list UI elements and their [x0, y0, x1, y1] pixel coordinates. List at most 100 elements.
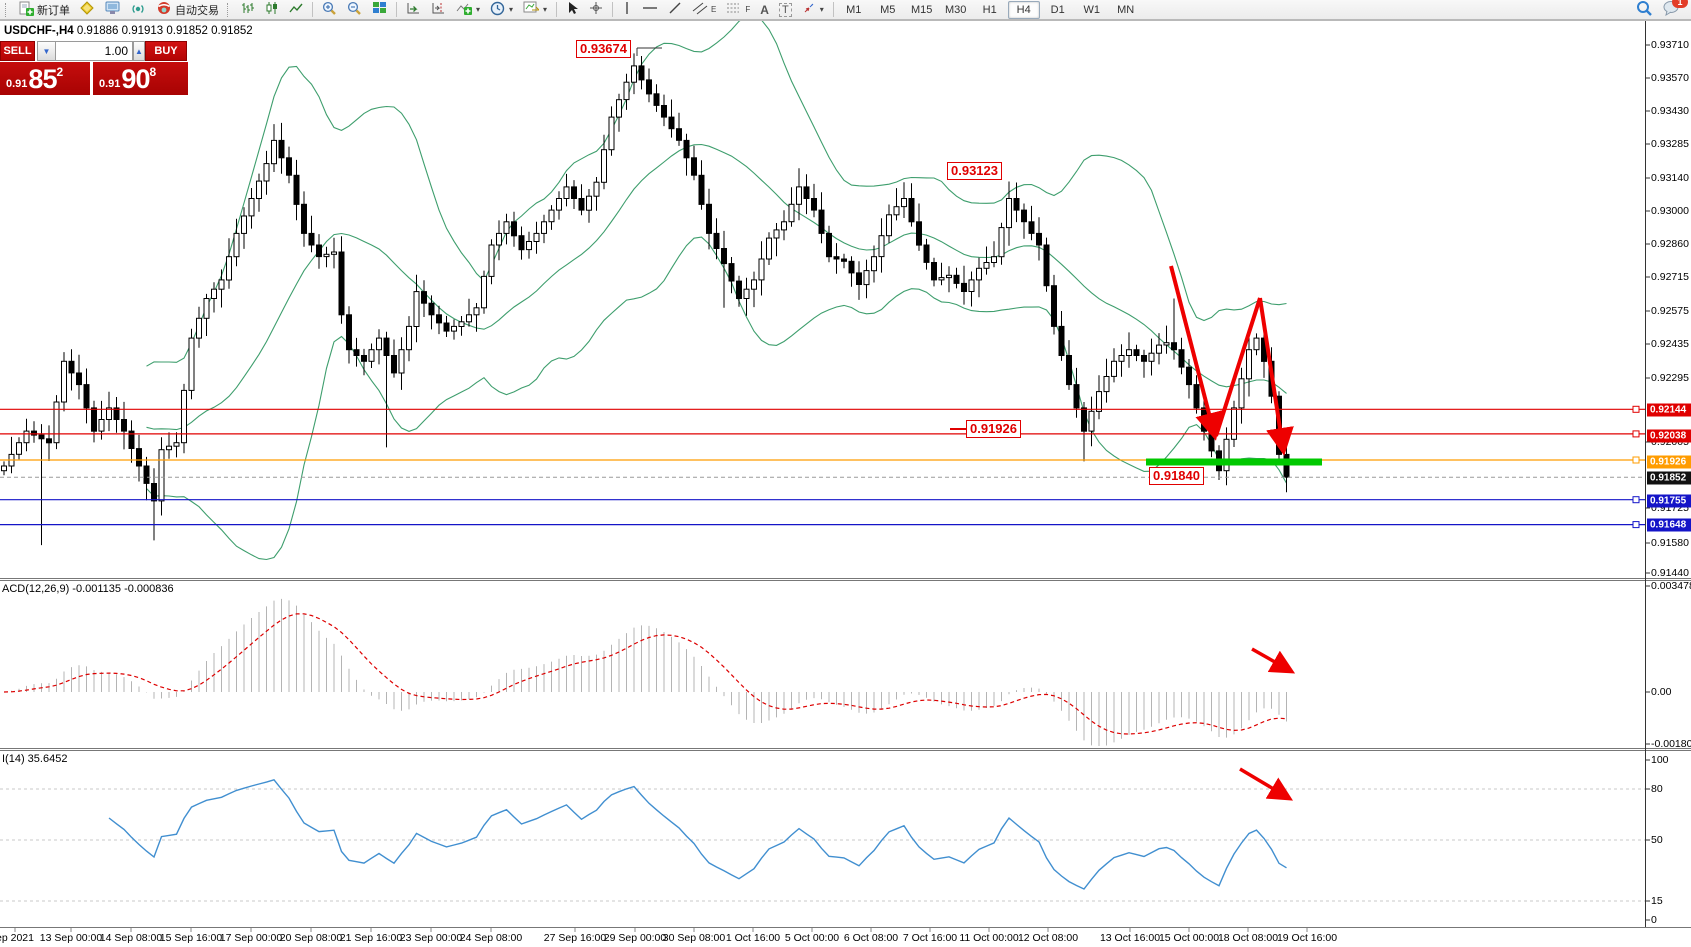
signal-button[interactable]: [126, 0, 151, 20]
chart-header: USDCHF-,H4 0.91886 0.91913 0.91852 0.918…: [4, 25, 253, 37]
tile-windows-button[interactable]: [367, 0, 392, 20]
timeframe-M30[interactable]: M30: [945, 3, 967, 16]
ohlc-values: 0.91886 0.91913 0.91852 0.91852: [76, 25, 253, 37]
candlestick-chart-icon: [265, 1, 279, 18]
indicator-tick-label: 80: [1651, 783, 1663, 795]
chart-shift-button[interactable]: [426, 0, 451, 20]
equidistant-channel-tool[interactable]: E: [687, 0, 721, 20]
bar-chart-icon: [241, 1, 255, 18]
search-icon[interactable]: [1636, 0, 1653, 20]
text-tool[interactable]: A: [755, 0, 774, 20]
timeframe-H4[interactable]: H4: [1007, 0, 1040, 19]
price-tick-label: 0.93285: [1651, 138, 1689, 150]
sell-price-big: 85: [28, 64, 57, 94]
indicators-button[interactable]: [451, 0, 485, 20]
arrows-tool[interactable]: [797, 0, 829, 20]
chevron-down-icon[interactable]: [820, 5, 824, 14]
cursor-tool-button[interactable]: [561, 0, 584, 20]
price-tick-label: 0.93140: [1651, 172, 1689, 184]
time-tick-label: 27 Sep 16:00: [543, 932, 607, 944]
indicator-tick-label: -0.001804: [1651, 738, 1691, 750]
candlestick-chart-button[interactable]: [260, 0, 284, 20]
sell-price-small: 0.91: [6, 78, 28, 90]
chevron-down-icon[interactable]: [543, 5, 547, 14]
time-tick-label: 13 Oct 16:00: [1099, 932, 1161, 944]
timeframe-W1[interactable]: W1: [1083, 3, 1100, 16]
indicator-tick-label: 0.003478: [1651, 580, 1691, 592]
annotation-high-0-93674[interactable]: 0.93674: [576, 40, 631, 58]
annotation-low-0-91840[interactable]: 0.91840: [1149, 467, 1204, 485]
timeframe-MN[interactable]: MN: [1117, 3, 1135, 16]
buy-button[interactable]: BUY: [145, 41, 187, 61]
timeframe-H1[interactable]: H1: [982, 3, 997, 16]
periods-button[interactable]: [485, 0, 518, 20]
templates-icon: [523, 1, 541, 18]
price-tick-label: 0.93710: [1651, 39, 1689, 51]
time-tick-label: 18 Oct 08:00: [1217, 932, 1279, 944]
text-label-icon: T: [778, 2, 792, 17]
fibonacci-icon: [726, 1, 742, 18]
indicator-tick-label: 0: [1651, 914, 1657, 926]
symbol-period: USDCHF-,H4: [4, 25, 74, 37]
crosshair-icon: [589, 1, 603, 18]
sell-price-display[interactable]: 0.91 85 2: [0, 62, 90, 95]
indicator-tick-label: 0.00: [1651, 686, 1672, 698]
indicators-icon: [456, 1, 472, 18]
volume-input[interactable]: 1.00: [56, 41, 133, 61]
time-tick-label: 21 Sep 16:00: [339, 932, 403, 944]
fibonacci-tool[interactable]: F: [721, 0, 755, 20]
price-tick-label: 0.93430: [1651, 105, 1689, 117]
notifications-button[interactable]: 1: [1663, 0, 1688, 19]
autotrading-button[interactable]: 自动交易: [151, 0, 224, 20]
trendline-tool[interactable]: [663, 0, 687, 20]
chevron-up-icon: ▲: [135, 46, 143, 56]
zoom-in-button[interactable]: [317, 0, 342, 20]
sell-button[interactable]: SELL: [0, 41, 35, 61]
new-order-icon: [19, 1, 34, 19]
indicator-tick-label: 15: [1651, 895, 1663, 907]
time-axis[interactable]: [0, 928, 1691, 947]
horizontal-line-tool[interactable]: [637, 0, 663, 20]
volume-increase-button[interactable]: ▲: [133, 41, 145, 61]
timeframe-M15[interactable]: M15: [911, 3, 933, 16]
zoom-out-button[interactable]: [342, 0, 367, 20]
crosshair-tool-button[interactable]: [584, 0, 608, 20]
data-window-button[interactable]: [100, 0, 126, 20]
time-tick-label: ep 2021: [0, 932, 34, 944]
price-tick-label: 0.93000: [1651, 205, 1689, 217]
chevron-down-icon: ▼: [42, 46, 51, 56]
buy-price-display[interactable]: 0.91 90 8: [93, 62, 188, 95]
timeframe-M5[interactable]: M5: [880, 3, 896, 16]
auto-scroll-icon: [406, 1, 421, 18]
price-badge: 0.91852: [1647, 471, 1691, 485]
chevron-down-icon[interactable]: [509, 5, 513, 14]
price-axis[interactable]: [1645, 20, 1691, 927]
annotation-level-0-91926[interactable]: 0.91926: [966, 420, 1021, 438]
price-tick-label: 0.92295: [1651, 372, 1689, 384]
text-label-tool[interactable]: T: [774, 0, 797, 20]
bar-chart-button[interactable]: [236, 0, 260, 20]
timeframe-D1[interactable]: D1: [1050, 3, 1065, 16]
time-tick-label: 6 Oct 08:00: [843, 932, 899, 944]
time-tick-label: 24 Sep 08:00: [459, 932, 523, 944]
vertical-line-tool[interactable]: [617, 0, 637, 20]
chart-window[interactable]: USDCHF-,H4 0.91886 0.91913 0.91852 0.918…: [0, 20, 1691, 947]
templates-button[interactable]: [518, 0, 552, 20]
price-tick-label: 0.93570: [1651, 72, 1689, 84]
macd-indicator-label: ACD(12,26,9) -0.001135 -0.000836: [2, 583, 174, 595]
annotation-high-0-93123[interactable]: 0.93123: [947, 162, 1002, 180]
timeframe-M1[interactable]: M1: [846, 3, 862, 16]
price-tick-label: 0.91440: [1651, 567, 1689, 579]
market-watch-button[interactable]: [75, 0, 100, 20]
volume-decrease-button[interactable]: ▼: [37, 41, 56, 61]
line-chart-button[interactable]: [284, 0, 308, 20]
time-tick-label: 5 Oct 00:00: [784, 932, 840, 944]
new-order-button[interactable]: 新订单: [14, 0, 75, 20]
auto-scroll-button[interactable]: [401, 0, 426, 20]
channel-icon: [692, 1, 708, 18]
trendline-icon: [668, 1, 682, 18]
price-tick-label: 0.91580: [1651, 537, 1689, 549]
channel-letter: E: [711, 5, 717, 14]
chevron-down-icon[interactable]: [476, 5, 480, 14]
timeframe-bar: M1 M5 M15 M30 H1 H4 D1 W1 MN: [838, 0, 1142, 19]
